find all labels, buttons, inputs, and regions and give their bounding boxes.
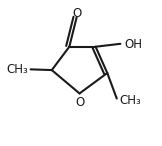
Text: OH: OH bbox=[124, 38, 142, 51]
Text: CH₃: CH₃ bbox=[7, 62, 29, 76]
Text: CH₃: CH₃ bbox=[119, 94, 141, 107]
Text: O: O bbox=[72, 7, 81, 20]
Text: O: O bbox=[75, 96, 84, 109]
